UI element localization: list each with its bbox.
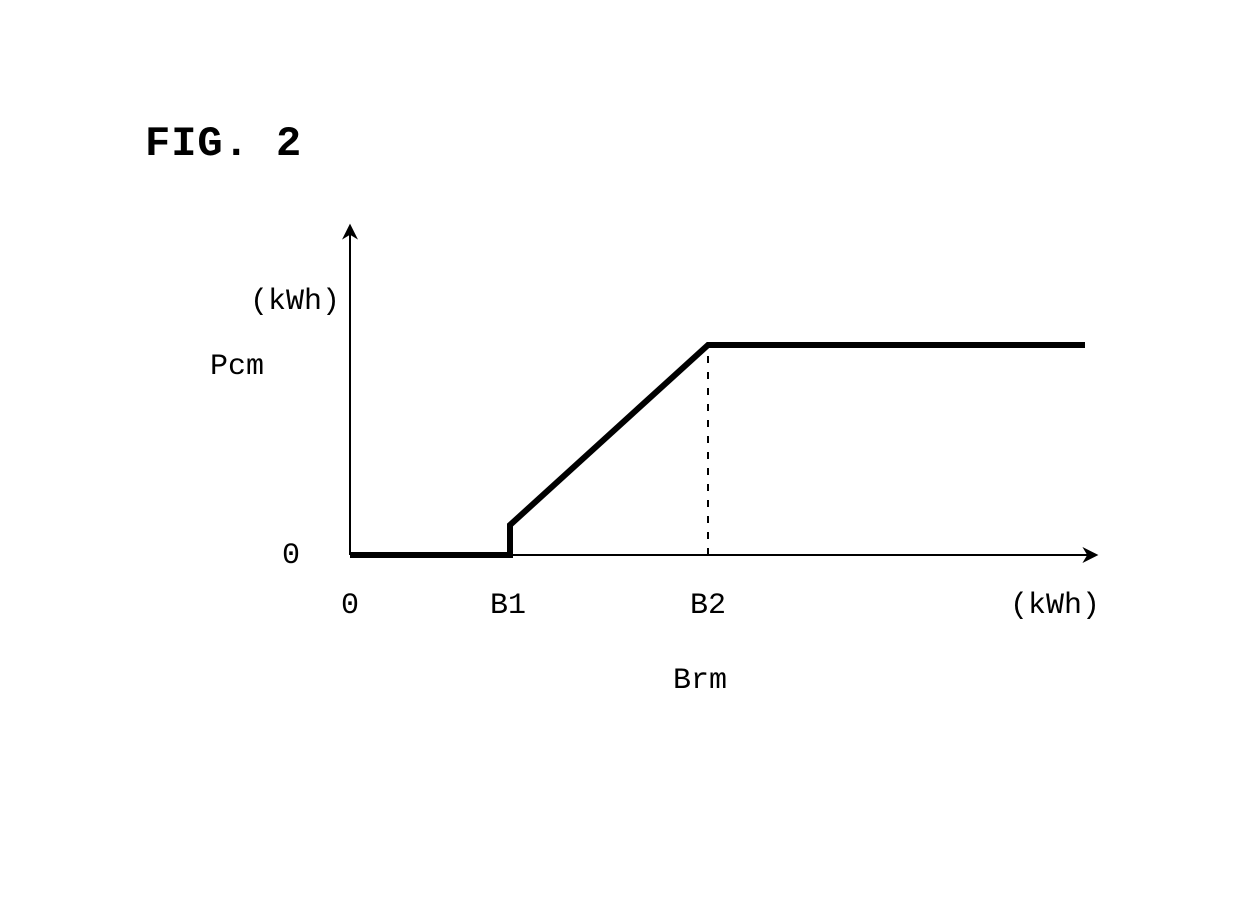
pcm-curve <box>350 345 1085 555</box>
x-axis-name: Brm <box>600 664 800 698</box>
y-axis-name: Pcm <box>210 350 264 384</box>
x-b2-label: B2 <box>608 589 808 623</box>
chart-area <box>0 0 1240 902</box>
y-axis-unit: (kWh) <box>250 285 340 319</box>
x-axis-unit: (kWh) <box>955 589 1155 623</box>
x-b1-label: B1 <box>408 589 608 623</box>
y-zero-label: 0 <box>100 539 300 573</box>
